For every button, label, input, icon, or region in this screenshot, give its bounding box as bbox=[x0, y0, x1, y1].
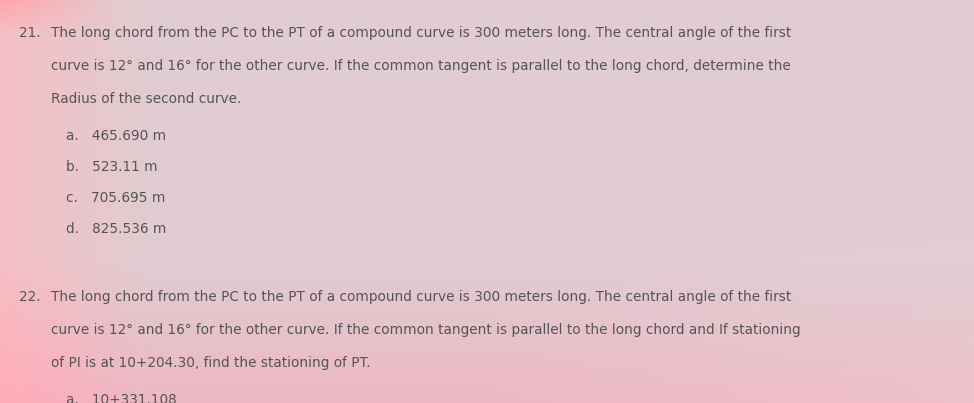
Text: Radius of the second curve.: Radius of the second curve. bbox=[51, 92, 241, 106]
Text: The long chord from the PC to the PT of a compound curve is 300 meters long. The: The long chord from the PC to the PT of … bbox=[51, 290, 791, 304]
Text: 22.: 22. bbox=[19, 290, 41, 304]
Text: d.   825.536 m: d. 825.536 m bbox=[66, 222, 167, 237]
Text: c.   705.695 m: c. 705.695 m bbox=[66, 191, 166, 206]
Text: a.   10+331.108: a. 10+331.108 bbox=[66, 393, 177, 403]
Text: b.   523.11 m: b. 523.11 m bbox=[66, 160, 158, 174]
Text: a.   465.690 m: a. 465.690 m bbox=[66, 129, 167, 143]
Text: of PI is at 10+204.30, find the stationing of PT.: of PI is at 10+204.30, find the stationi… bbox=[51, 356, 370, 370]
Text: The long chord from the PC to the PT of a compound curve is 300 meters long. The: The long chord from the PC to the PT of … bbox=[51, 26, 791, 40]
Text: curve is 12° and 16° for the other curve. If the common tangent is parallel to t: curve is 12° and 16° for the other curve… bbox=[51, 59, 790, 73]
Text: curve is 12° and 16° for the other curve. If the common tangent is parallel to t: curve is 12° and 16° for the other curve… bbox=[51, 323, 801, 337]
Text: 21.: 21. bbox=[19, 26, 41, 40]
